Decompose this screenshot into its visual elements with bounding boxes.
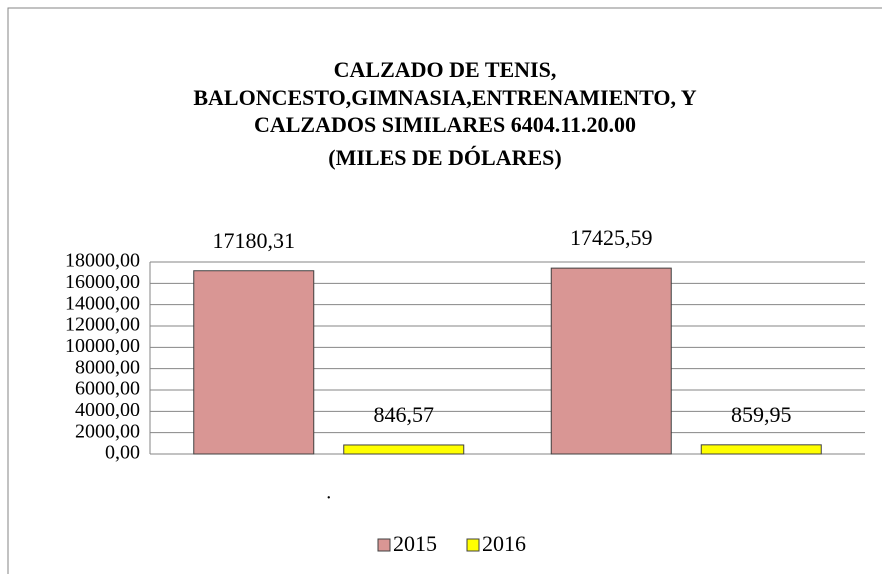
y-tick-label: 6000,00 [75,378,140,400]
chart-title: CALZADO DE TENIS, [334,57,557,82]
bar [550,267,672,455]
legend-swatch [377,538,391,552]
legend-swatch [466,538,480,552]
y-tick-label: 4000,00 [75,399,140,421]
y-tick-label: 14000,00 [65,292,140,314]
chart-frame [7,7,882,574]
y-tick-label: 2000,00 [75,420,140,442]
chart-title: BALONCESTO,GIMNASIA,ENTRENAMIENTO, Y [193,85,696,110]
x-tick-label: . [326,482,331,504]
chart-title: CALZADOS SIMILARES 6404.11.20.00 [254,112,636,137]
value-label: 859,95 [731,402,792,427]
value-label: 846,57 [374,402,435,427]
bar [193,270,315,455]
legend-label: 2016 [482,531,526,556]
y-tick-label: 8000,00 [75,356,140,378]
chart-title: (MILES DE DÓLARES) [328,145,561,170]
y-tick-label: 16000,00 [65,271,140,293]
y-tick-label: 10000,00 [65,335,140,357]
bar [700,444,822,455]
y-tick-label: 0,00 [105,442,140,464]
legend-label: 2015 [393,531,437,556]
value-label: 17425,59 [570,225,653,250]
y-tick-label: 12000,00 [65,314,140,336]
value-label: 17180,31 [213,228,296,253]
bar [343,444,465,455]
y-tick-label: 18000,00 [65,250,140,272]
